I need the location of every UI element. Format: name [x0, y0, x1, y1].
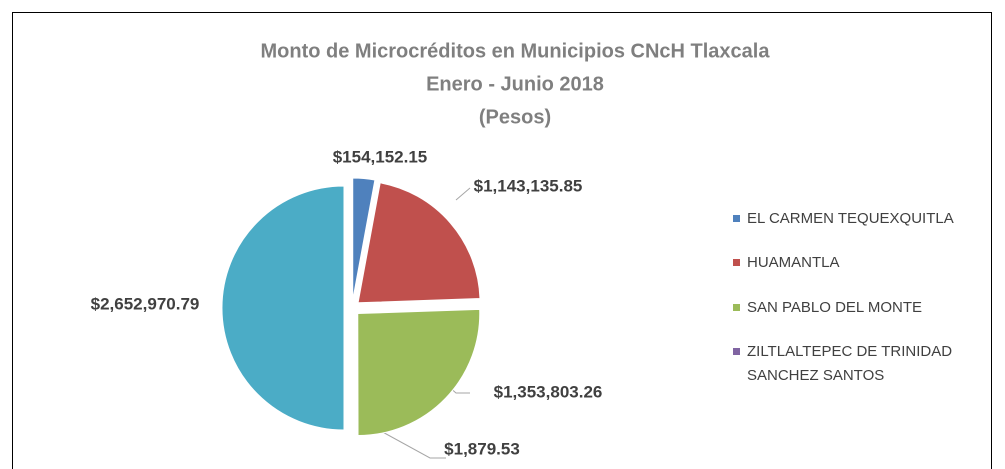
pie-slice — [221, 185, 345, 431]
chart-title: Monto de Microcréditos en Municipios CNc… — [261, 40, 771, 62]
legend-item: ZILTLALTEPEC DE TRINIDAD SANCHEZ SANTOS — [733, 340, 983, 388]
pie-slice — [352, 177, 376, 301]
data-label: $1,143,135.85 — [474, 176, 583, 195]
legend-label: SAN PABLO DEL MONTE — [747, 299, 923, 316]
unit-label: (Pesos) — [479, 106, 551, 128]
legend-swatch — [733, 259, 740, 266]
legend-label: ZILTLALTEPEC DE TRINIDAD SANCHEZ SANTOS — [747, 343, 953, 384]
legend-item: EL CARMEN TEQUEXQUITLA — [733, 207, 983, 231]
legend-item: SAN PABLO DEL MONTE — [733, 296, 983, 320]
legend-swatch — [733, 348, 740, 355]
chart-subtitle: Enero - Junio 2018 — [426, 73, 604, 95]
chart-frame — [12, 12, 992, 469]
legend-swatch — [733, 304, 740, 311]
legend-item: HUAMANTLA — [733, 251, 983, 275]
pie-slice — [357, 308, 481, 437]
data-label: $154,152.15 — [333, 147, 428, 166]
data-label: $2,652,970.79 — [91, 294, 200, 313]
leader-line — [455, 187, 471, 201]
pie-slice — [357, 182, 481, 304]
leader-line — [367, 423, 446, 459]
legend-label: HUAMANTLA — [747, 254, 840, 271]
legend-label: EL CARMEN TEQUEXQUITLA — [747, 210, 954, 227]
data-label: $1,353,803.26 — [494, 382, 603, 401]
legend-swatch — [733, 215, 740, 222]
data-label: $1,879.53 — [444, 439, 520, 458]
